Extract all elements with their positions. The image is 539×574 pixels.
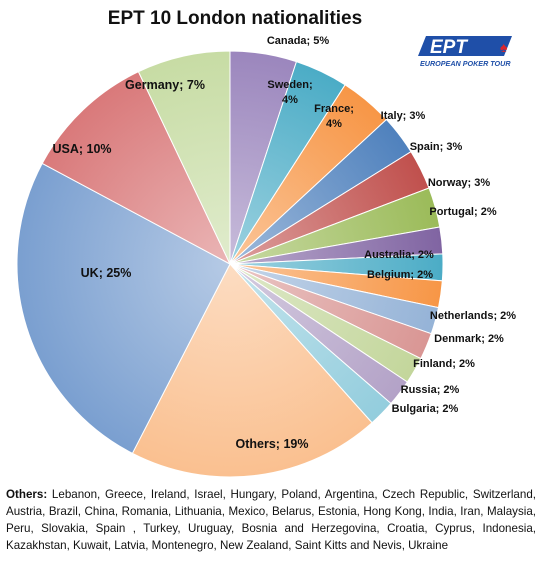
slice-label-15: UK; 25% [81, 266, 132, 280]
others-note: Others: Lebanon, Greece, Ireland, Israel… [6, 486, 536, 554]
others-note-text: Lebanon, Greece, Ireland, Israel, Hungar… [6, 488, 536, 552]
slice-label-6: Portugal; 2% [429, 206, 496, 218]
slice-label-3: Italy; 3% [381, 110, 426, 122]
slice-label-1: Sweden; 4% [267, 79, 312, 106]
slice-label-14: Others; 19% [236, 437, 309, 451]
slice-label-8: Belgium; 2% [367, 269, 433, 281]
slice-label-17: Germany; 7% [125, 78, 205, 92]
slice-label-13: Bulgaria; 2% [392, 403, 459, 415]
pie-chart: Canada; 5% Sweden; 4%France; 4% Italy; 3% Spa… [16, 35, 516, 478]
others-note-label: Others: [6, 488, 48, 501]
pie-slice-14 [131, 263, 373, 478]
pie-slices [16, 50, 444, 478]
logo-text: EPT [430, 37, 468, 58]
chart-title: EPT 10 London nationalities [107, 8, 363, 29]
slice-label-7: Australia; 2% [364, 249, 434, 261]
pie-slice-17 [137, 50, 231, 265]
slice-label-11: Finland; 2% [413, 358, 475, 370]
slice-label-0: Canada; 5% [267, 35, 330, 47]
pie-labels: Canada; 5% Sweden; 4%France; 4% Italy; 3% Spa… [52, 35, 516, 451]
slice-label-16: USA; 10% [52, 142, 111, 156]
pie-slice-16 [41, 71, 232, 266]
slice-label-5: Norway; 3% [428, 177, 491, 189]
ept-logo: EPT ♠ EUROPEAN POKER TOUR [418, 36, 512, 68]
slice-label-10: Denmark; 2% [434, 333, 504, 345]
slice-label-2: France; 4% [314, 103, 354, 130]
slice-label-12: Russia; 2% [401, 384, 460, 396]
logo-spade-icon: ♠ [500, 39, 508, 55]
logo-tagline: EUROPEAN POKER TOUR [420, 59, 511, 68]
slice-label-9: Netherlands; 2% [430, 310, 516, 322]
slice-label-4: Spain; 3% [410, 141, 463, 153]
